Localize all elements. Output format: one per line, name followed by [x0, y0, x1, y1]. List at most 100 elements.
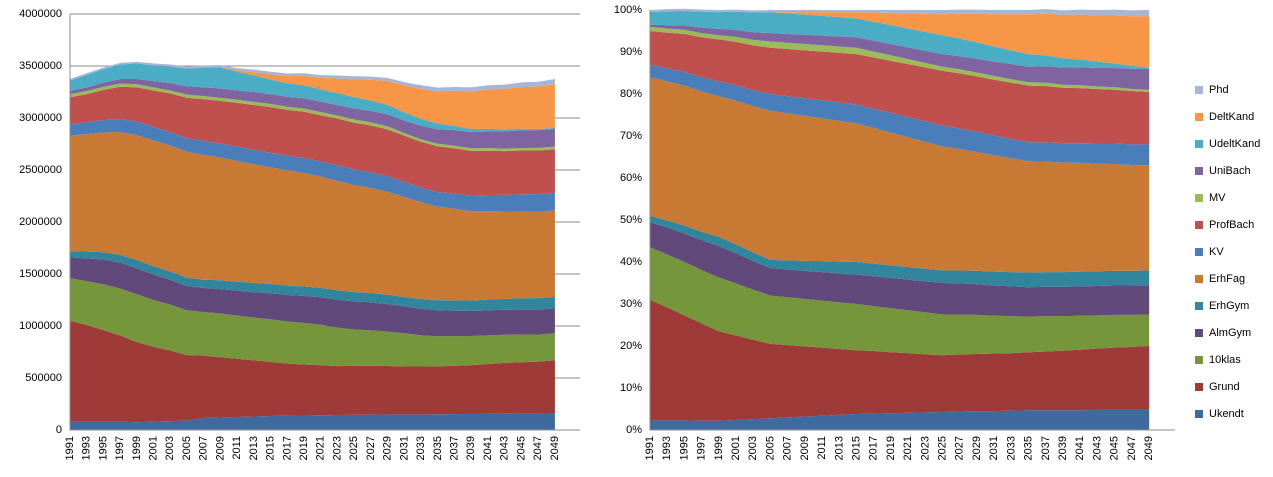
x-tick-label: 2049	[1143, 436, 1155, 460]
x-tick-label: 2037	[1040, 436, 1052, 460]
legend-swatch	[1195, 356, 1203, 364]
legend-label: DeltKand	[1209, 111, 1254, 123]
area	[650, 247, 1150, 356]
x-tick-label: 1999	[131, 436, 143, 460]
legend-swatch	[1195, 194, 1203, 202]
x-tick-label: 1991	[64, 436, 76, 460]
x-tick-label: 2007	[198, 436, 210, 460]
x-tick-label: 2029	[382, 436, 394, 460]
y-tick-label: 100%	[614, 4, 642, 16]
x-tick-label: 2005	[181, 436, 193, 460]
x-tick-label: 2035	[1023, 436, 1035, 460]
area	[650, 10, 1150, 68]
area	[70, 63, 555, 130]
x-tick-label: 2043	[1091, 436, 1103, 460]
legend-label: MV	[1209, 192, 1226, 204]
legend-swatch	[1195, 302, 1203, 310]
legend-swatch	[1195, 275, 1203, 283]
x-tick-label: 2001	[730, 436, 742, 460]
y-tick-label: 70%	[620, 130, 642, 142]
area	[70, 119, 555, 212]
y-tick-label: 3500000	[19, 60, 62, 72]
legend-swatch	[1195, 248, 1203, 256]
x-tick-label: 2017	[868, 436, 880, 460]
legend-label: Phd	[1209, 84, 1229, 96]
area	[650, 26, 1150, 92]
y-tick-label: 2000000	[19, 216, 62, 228]
x-tick-label: 2001	[148, 436, 160, 460]
y-tick-label: 90%	[620, 46, 642, 58]
x-tick-label: 2003	[164, 436, 176, 460]
area	[70, 61, 555, 92]
legend-label: ErhGym	[1209, 300, 1249, 312]
x-tick-label: 2047	[1126, 436, 1138, 460]
x-tick-label: 1991	[644, 436, 656, 460]
x-tick-label: 2033	[1005, 436, 1017, 460]
area	[70, 86, 555, 196]
area	[70, 132, 555, 301]
x-tick-label: 2041	[1074, 436, 1086, 460]
x-tick-label: 2031	[398, 436, 410, 460]
legend-swatch	[1195, 167, 1203, 175]
legend-swatch	[1195, 329, 1203, 337]
legend-swatch	[1195, 140, 1203, 148]
x-tick-label: 2029	[971, 436, 983, 460]
x-tick-label: 2019	[885, 436, 897, 460]
x-tick-label: 2049	[549, 436, 561, 460]
x-tick-label: 2037	[448, 436, 460, 460]
y-tick-label: 1000000	[19, 320, 62, 332]
x-tick-label: 2043	[499, 436, 511, 460]
area	[650, 299, 1150, 421]
y-tick-label: 0	[56, 424, 62, 436]
x-tick-label: 2045	[515, 436, 527, 460]
x-tick-label: 2005	[764, 436, 776, 460]
x-tick-label: 2015	[265, 436, 277, 460]
x-tick-label: 2031	[988, 436, 1000, 460]
area	[70, 413, 555, 430]
x-tick-label: 2045	[1109, 436, 1121, 460]
x-tick-label: 1995	[97, 436, 109, 460]
x-tick-label: 2015	[850, 436, 862, 460]
y-tick-label: 40%	[620, 256, 642, 268]
legend-label: Ukendt	[1209, 408, 1244, 420]
x-tick-label: 2025	[348, 436, 360, 460]
legend-label: UniBach	[1209, 165, 1251, 177]
area	[650, 215, 1150, 288]
x-tick-label: 2035	[432, 436, 444, 460]
x-tick-label: 2021	[902, 436, 914, 460]
x-tick-label: 2047	[532, 436, 544, 460]
area	[70, 63, 555, 133]
y-tick-label: 20%	[620, 340, 642, 352]
x-tick-label: 2039	[1057, 436, 1069, 460]
y-tick-label: 4000000	[19, 8, 62, 20]
y-tick-label: 60%	[620, 172, 642, 184]
x-tick-label: 2025	[937, 436, 949, 460]
legend-swatch	[1195, 86, 1203, 94]
area	[650, 10, 1150, 69]
x-tick-label: 1997	[696, 436, 708, 460]
x-tick-label: 2017	[281, 436, 293, 460]
y-tick-label: 0%	[626, 424, 642, 436]
y-tick-label: 10%	[620, 382, 642, 394]
area	[70, 320, 555, 423]
area	[650, 8, 1150, 17]
x-tick-label: 2003	[747, 436, 759, 460]
legend-swatch	[1195, 383, 1203, 391]
y-tick-label: 80%	[620, 88, 642, 100]
y-tick-label: 2500000	[19, 164, 62, 176]
y-tick-label: 30%	[620, 298, 642, 310]
area	[650, 222, 1150, 317]
x-tick-label: 2021	[315, 436, 327, 460]
area	[70, 251, 555, 312]
legend-swatch	[1195, 410, 1203, 418]
x-tick-label: 2013	[248, 436, 260, 460]
x-tick-label: 2011	[816, 436, 828, 460]
area	[650, 77, 1150, 273]
x-tick-label: 2013	[833, 436, 845, 460]
legend-label: Grund	[1209, 381, 1240, 393]
legend-label: ProfBach	[1209, 219, 1254, 231]
y-tick-label: 500000	[25, 372, 62, 384]
x-tick-label: 1993	[81, 436, 93, 460]
x-tick-label: 2019	[298, 436, 310, 460]
